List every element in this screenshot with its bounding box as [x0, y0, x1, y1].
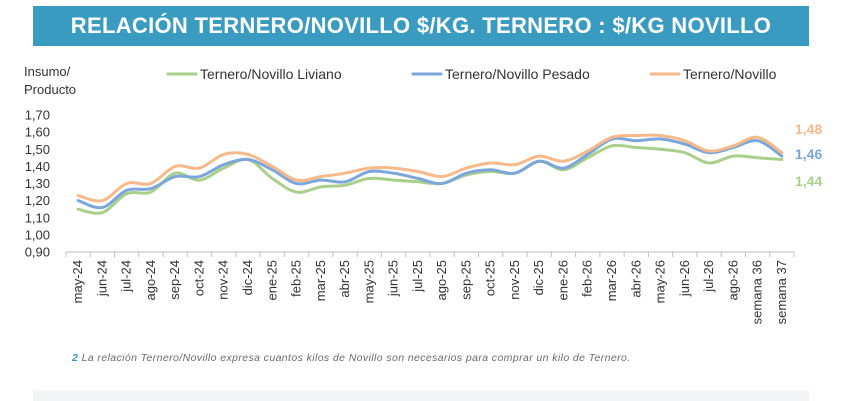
y-tick-label: 0,90: [25, 245, 50, 260]
x-tick-label: may-24: [70, 260, 85, 303]
y-tick-label: 1,00: [25, 227, 50, 242]
x-tick-label: jun-25: [386, 260, 401, 297]
x-tick-label: ago-26: [725, 260, 740, 300]
footnote-text: La relación Ternero/Novillo expresa cuan…: [81, 352, 631, 364]
y-axis-title-line: Insumo/: [24, 64, 71, 79]
end-value-label-1: 1,44: [795, 173, 822, 189]
footnote: 2 La relación Ternero/Novillo expresa cu…: [72, 352, 792, 364]
x-tick-label: ene-25: [264, 260, 279, 300]
x-tick-label: jul-26: [701, 260, 716, 293]
x-tick-label: feb-26: [580, 260, 595, 297]
x-tick-label: nov-25: [507, 260, 522, 300]
y-tick-label: 1,10: [25, 210, 50, 225]
x-tick-label: abr-26: [628, 260, 643, 298]
x-tick-label: ene-26: [555, 260, 570, 300]
x-tick-label: may-26: [653, 260, 668, 303]
footnote-number: 2: [72, 352, 79, 364]
x-tick-label: ago-24: [143, 260, 158, 300]
x-tick-label: jun-26: [677, 260, 692, 297]
x-tick-label: oct-24: [191, 260, 206, 296]
series-line-3: [76, 133, 784, 203]
x-tick-label: jul-24: [119, 260, 134, 293]
end-value-label-3: 1,48: [795, 121, 822, 137]
x-tick-label: dic-25: [531, 260, 546, 295]
legend-label-1: Ternero/Novillo Liviano: [200, 66, 342, 82]
x-tick-label: semana 37: [774, 260, 789, 324]
y-tick-label: 1,30: [25, 176, 50, 191]
x-tick-label: feb-25: [289, 260, 304, 297]
title-banner: RELACIÓN TERNERO/NOVILLO $/KG. TERNERO :…: [33, 6, 809, 46]
x-tick-label: mar-26: [604, 260, 619, 301]
series-line-1: [76, 143, 784, 215]
y-tick-label: 1,20: [25, 193, 50, 208]
legend-label-2: Ternero/Novillo Pesado: [445, 66, 590, 82]
x-tick-label: jun-24: [94, 260, 109, 297]
x-tick-label: may-25: [361, 260, 376, 303]
x-tick-label: semana 36: [750, 260, 765, 324]
chart-title: RELACIÓN TERNERO/NOVILLO $/KG. TERNERO :…: [70, 13, 772, 38]
y-tick-label: 1,40: [25, 159, 50, 174]
x-tick-label: oct-25: [483, 260, 498, 296]
y-tick-label: 1,70: [25, 108, 50, 123]
x-tick-label: mar-25: [313, 260, 328, 301]
y-axis-title-line: Producto: [24, 82, 76, 97]
legend-label-3: Ternero/Novillo: [683, 66, 777, 82]
y-tick-label: 1,60: [25, 125, 50, 140]
x-tick-label: abr-25: [337, 260, 352, 298]
bottom-band: [33, 390, 809, 401]
x-tick-label: ago-25: [434, 260, 449, 300]
series-line-2: [76, 136, 784, 210]
x-tick-label: nov-24: [216, 260, 231, 300]
y-tick-label: 1,50: [25, 142, 50, 157]
x-tick-label: dic-24: [240, 260, 255, 295]
x-tick-label: sep-25: [458, 260, 473, 300]
x-tick-label: jul-25: [410, 260, 425, 293]
end-value-label-2: 1,46: [795, 146, 822, 162]
x-tick-label: sep-24: [167, 260, 182, 300]
